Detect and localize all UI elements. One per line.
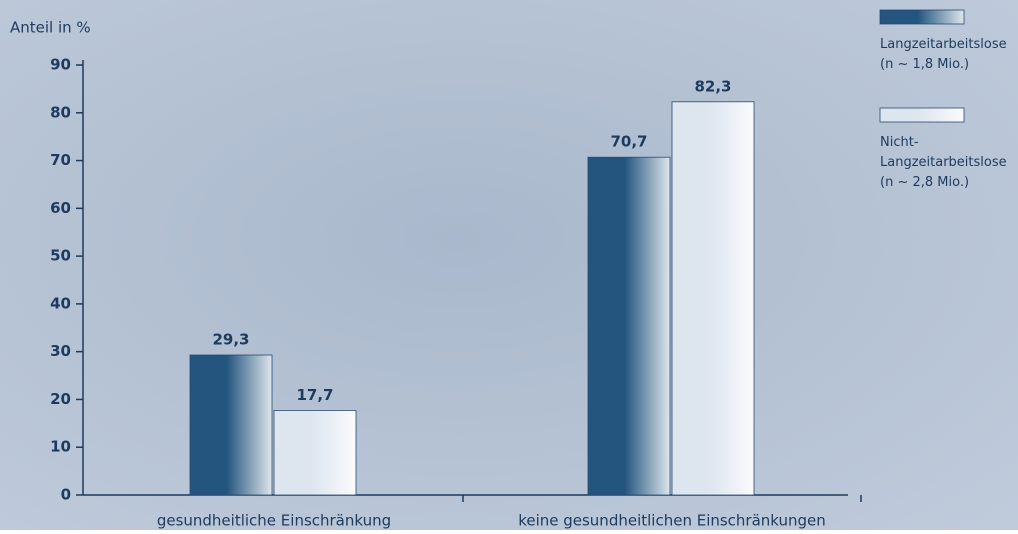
- bar: [189, 354, 273, 496]
- y-axis-label: Anteil in %: [10, 19, 91, 37]
- legend-label: Langzeitarbeitslose (n ~ 1,8 Mio.): [880, 37, 1007, 72]
- y-tick-label: 20: [50, 390, 71, 408]
- value-label: 17,7: [296, 386, 333, 404]
- y-tick-label: 60: [50, 199, 71, 217]
- y-tick-label: 30: [50, 342, 71, 360]
- legend-swatch: [879, 9, 965, 25]
- bar: [587, 156, 671, 496]
- value-label: 82,3: [694, 77, 731, 95]
- y-tick-label: 40: [50, 294, 71, 312]
- value-label: 70,7: [610, 133, 647, 151]
- bar: [273, 410, 357, 496]
- x-tick-label: gesundheitliche Einschränkung: [157, 512, 391, 530]
- y-tick-label: 80: [50, 103, 71, 121]
- bar: [671, 101, 755, 496]
- value-label: 29,3: [212, 331, 249, 349]
- y-tick-label: 0: [61, 486, 71, 504]
- y-tick-label: 50: [50, 247, 71, 265]
- legend-swatch: [879, 107, 965, 123]
- x-tick-label: keine gesundheitlichen Einschränkungen: [518, 512, 826, 530]
- legend-label: Nicht-Langzeitarbeitslose (n ~ 2,8 Mio.): [880, 135, 1007, 190]
- y-tick-label: 70: [50, 151, 71, 169]
- y-tick-label: 10: [50, 438, 71, 456]
- y-tick-label: 90: [50, 56, 71, 74]
